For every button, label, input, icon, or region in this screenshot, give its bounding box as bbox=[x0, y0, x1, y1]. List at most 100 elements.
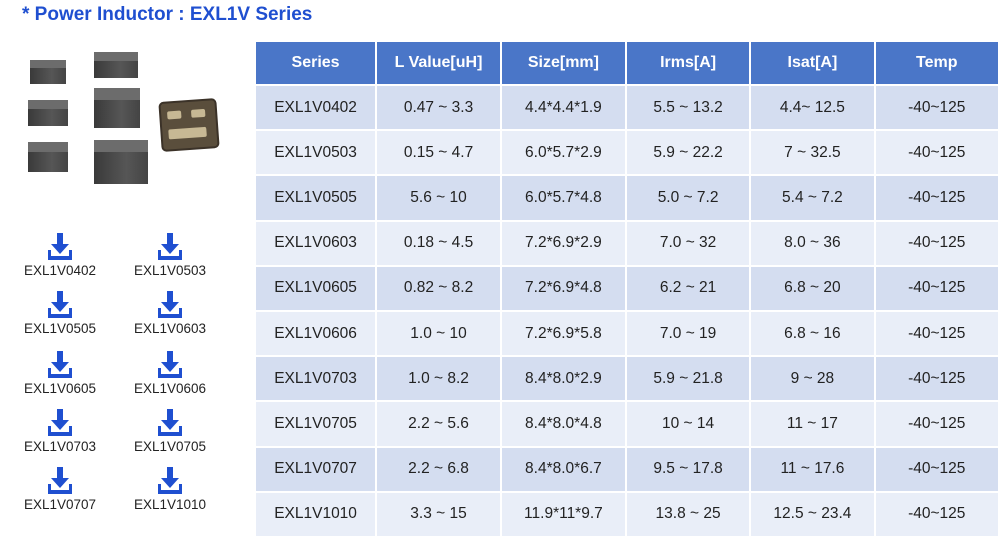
download-link[interactable]: EXL1V0707 bbox=[10, 466, 110, 512]
table-cell: 7 ~ 32.5 bbox=[751, 129, 876, 175]
table-cell: 5.9 ~ 21.8 bbox=[626, 355, 752, 401]
series-cell: EXL1V0705 bbox=[256, 400, 378, 446]
table-cell: 9.5 ~ 17.8 bbox=[626, 445, 752, 491]
column-header: Isat[A] bbox=[751, 42, 876, 84]
table-cell: 8.4*8.0*4.8 bbox=[501, 400, 627, 446]
download-label[interactable]: EXL1V0703 bbox=[23, 439, 97, 454]
table-cell: -40~125 bbox=[875, 129, 1000, 175]
download-arrow-icon bbox=[48, 233, 72, 260]
spec-table: Series L Value[uH] Size[mm] Irms[A] Isat[A] T… bbox=[256, 42, 1000, 536]
series-cell: EXL1V0606 bbox=[256, 309, 378, 356]
table-cell: 1.0 ~ 10 bbox=[377, 309, 502, 356]
table-cell: 7.0 ~ 32 bbox=[626, 219, 752, 265]
series-cell: EXL1V0703 bbox=[256, 355, 378, 401]
download-label[interactable]: EXL1V0605 bbox=[23, 381, 97, 396]
series-cell: EXL1V0402 bbox=[256, 84, 378, 130]
download-link[interactable]: EXL1V0703 bbox=[10, 408, 110, 454]
table-cell: -40~125 bbox=[875, 445, 1000, 491]
page-title: * Power Inductor : EXL1V Series bbox=[22, 4, 313, 25]
table-row: EXL1V0705 2.2 ~ 5.6 8.4*8.0*4.8 10 ~ 14 11 ~… bbox=[256, 400, 1000, 446]
download-link[interactable]: EXL1V0606 bbox=[120, 350, 220, 396]
table-cell: 6.0*5.7*4.8 bbox=[501, 174, 627, 220]
download-arrow-icon bbox=[48, 409, 72, 436]
table-cell: 6.2 ~ 21 bbox=[626, 264, 752, 310]
download-link[interactable]: EXL1V0705 bbox=[120, 408, 220, 454]
download-label[interactable]: EXL1V1010 bbox=[133, 497, 207, 512]
download-link[interactable]: EXL1V0505 bbox=[10, 290, 110, 336]
inductor-image bbox=[28, 100, 68, 126]
table-cell: 3.3 ~ 15 bbox=[377, 490, 502, 536]
series-cell: EXL1V0605 bbox=[256, 264, 378, 310]
download-arrow-icon bbox=[48, 351, 72, 378]
table-cell: -40~125 bbox=[875, 84, 1000, 130]
table-cell: 5.6 ~ 10 bbox=[377, 174, 502, 220]
table-row: EXL1V0703 1.0 ~ 8.2 8.4*8.0*2.9 5.9 ~ 21.8 9… bbox=[256, 355, 1000, 401]
table-cell: 5.5 ~ 13.2 bbox=[626, 84, 752, 130]
inductor-bottom-image bbox=[158, 98, 220, 152]
table-cell: 7.0 ~ 19 bbox=[626, 309, 752, 356]
table-row: EXL1V0603 0.18 ~ 4.5 7.2*6.9*2.9 7.0 ~ 32 8.… bbox=[256, 219, 1000, 265]
table-cell: 2.2 ~ 5.6 bbox=[377, 400, 502, 446]
table-row: EXL1V0402 0.47 ~ 3.3 4.4*4.4*1.9 5.5 ~ 13.2… bbox=[256, 84, 1000, 130]
table-cell: 5.9 ~ 22.2 bbox=[626, 129, 752, 175]
table-cell: 4.4*4.4*1.9 bbox=[501, 84, 627, 130]
download-link[interactable]: EXL1V0603 bbox=[120, 290, 220, 336]
table-cell: 2.2 ~ 6.8 bbox=[377, 445, 502, 491]
table-cell: 7.2*6.9*5.8 bbox=[501, 309, 627, 356]
table-cell: 8.4*8.0*2.9 bbox=[501, 355, 627, 401]
download-label[interactable]: EXL1V0603 bbox=[133, 321, 207, 336]
inductor-image bbox=[94, 52, 138, 78]
download-arrow-icon bbox=[48, 291, 72, 318]
download-arrow-icon bbox=[158, 409, 182, 436]
table-cell: 11.9*11*9.7 bbox=[501, 490, 627, 536]
table-row: EXL1V0606 1.0 ~ 10 7.2*6.9*5.8 7.0 ~ 19 6.8 … bbox=[256, 309, 1000, 356]
table-cell: 6.0*5.7*2.9 bbox=[501, 129, 627, 175]
table-cell: 11 ~ 17 bbox=[751, 400, 876, 446]
download-label[interactable]: EXL1V0503 bbox=[133, 263, 207, 278]
table-row: EXL1V0707 2.2 ~ 6.8 8.4*8.0*6.7 9.5 ~ 17.8 1… bbox=[256, 445, 1000, 491]
download-link[interactable]: EXL1V0503 bbox=[120, 232, 220, 278]
column-header: Series bbox=[256, 42, 378, 84]
table-row: EXL1V1010 3.3 ~ 15 11.9*11*9.7 13.8 ~ 25 12.… bbox=[256, 490, 1000, 536]
download-label[interactable]: EXL1V0505 bbox=[23, 321, 97, 336]
table-cell: 7.2*6.9*2.9 bbox=[501, 219, 627, 265]
table-row: EXL1V0503 0.15 ~ 4.7 6.0*5.7*2.9 5.9 ~ 22.2… bbox=[256, 129, 1000, 175]
table-cell: -40~125 bbox=[875, 264, 1000, 310]
table-cell: 8.4*8.0*6.7 bbox=[501, 445, 627, 491]
download-link[interactable]: EXL1V0402 bbox=[10, 232, 110, 278]
inductor-image bbox=[94, 140, 148, 184]
table-cell: 0.82 ~ 8.2 bbox=[377, 264, 502, 310]
column-header: L Value[uH] bbox=[377, 42, 502, 84]
column-header: Size[mm] bbox=[501, 42, 627, 84]
download-label[interactable]: EXL1V0606 bbox=[133, 381, 207, 396]
table-cell: -40~125 bbox=[875, 219, 1000, 265]
series-cell: EXL1V0603 bbox=[256, 219, 378, 265]
table-cell: 0.15 ~ 4.7 bbox=[377, 129, 502, 175]
table-cell: 12.5 ~ 23.4 bbox=[751, 490, 876, 536]
table-cell: 8.0 ~ 36 bbox=[751, 219, 876, 265]
table-cell: 6.8 ~ 16 bbox=[751, 309, 876, 356]
table-cell: 1.0 ~ 8.2 bbox=[377, 355, 502, 401]
series-cell: EXL1V0503 bbox=[256, 129, 378, 175]
inductor-image bbox=[28, 142, 68, 172]
inductor-image bbox=[30, 60, 66, 84]
table-cell: 13.8 ~ 25 bbox=[626, 490, 752, 536]
download-arrow-icon bbox=[158, 351, 182, 378]
table-cell: -40~125 bbox=[875, 309, 1000, 356]
download-label[interactable]: EXL1V0705 bbox=[133, 439, 207, 454]
table-cell: 7.2*6.9*4.8 bbox=[501, 264, 627, 310]
series-cell: EXL1V0505 bbox=[256, 174, 378, 220]
download-link[interactable]: EXL1V0605 bbox=[10, 350, 110, 396]
download-label[interactable]: EXL1V0402 bbox=[23, 263, 97, 278]
table-cell: 5.4 ~ 7.2 bbox=[751, 174, 876, 220]
table-cell: 11 ~ 17.6 bbox=[751, 445, 876, 491]
table-cell: -40~125 bbox=[875, 400, 1000, 446]
table-cell: 10 ~ 14 bbox=[626, 400, 752, 446]
series-cell: EXL1V0707 bbox=[256, 445, 378, 491]
download-link[interactable]: EXL1V1010 bbox=[120, 466, 220, 512]
series-cell: EXL1V1010 bbox=[256, 490, 378, 536]
table-cell: -40~125 bbox=[875, 355, 1000, 401]
table-cell: -40~125 bbox=[875, 174, 1000, 220]
download-label[interactable]: EXL1V0707 bbox=[23, 497, 97, 512]
inductor-image bbox=[94, 88, 140, 128]
